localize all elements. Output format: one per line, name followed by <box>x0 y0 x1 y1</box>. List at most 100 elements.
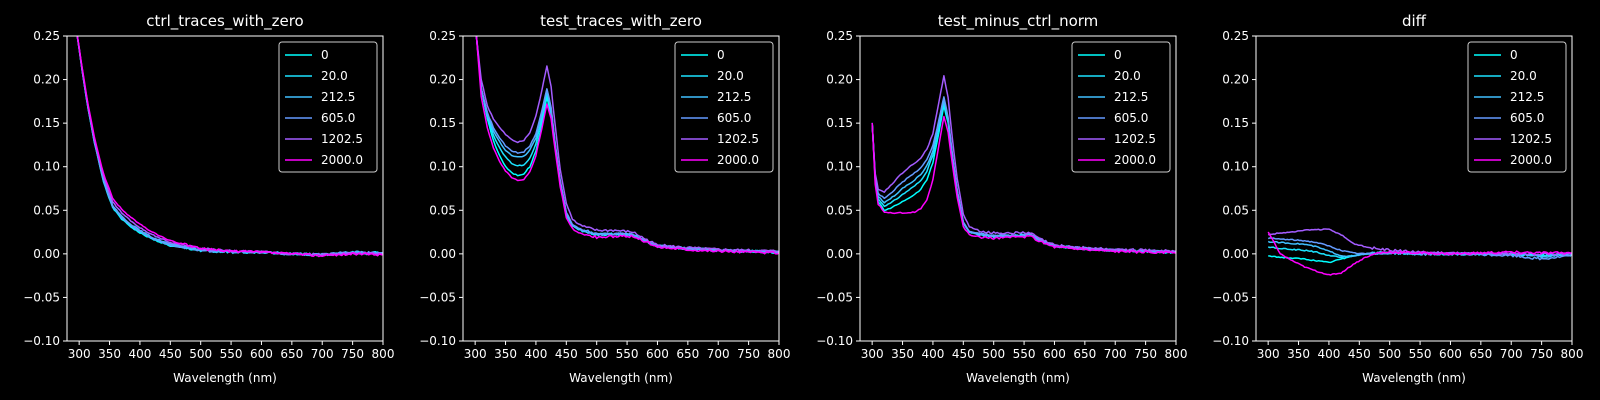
y-tick-label: −0.05 <box>419 290 456 304</box>
y-tick-label: 0.25 <box>429 29 456 43</box>
axes-frame <box>462 35 780 342</box>
x-tick-label: 700 <box>1104 347 1127 361</box>
x-tick-label: 750 <box>341 347 364 361</box>
x-tick-label: 300 <box>1257 347 1280 361</box>
series-line-605_0 <box>1267 237 1572 261</box>
x-tick-label: 600 <box>646 347 669 361</box>
x-tick-label: 750 <box>1134 347 1157 361</box>
x-tick-label: 700 <box>1500 347 1523 361</box>
series-group <box>1267 228 1572 276</box>
y-tick-label: 0.20 <box>33 73 60 87</box>
legend-label: 0 <box>717 48 725 62</box>
x-tick-label: 500 <box>585 347 608 361</box>
y-tick-label: −0.05 <box>816 290 853 304</box>
legend-label: 212.5 <box>321 90 355 104</box>
x-tick-label: 750 <box>1530 347 1553 361</box>
x-axis-label: Wavelength (nm) <box>173 371 277 385</box>
legend-label: 605.0 <box>321 111 355 125</box>
legend-label: 212.5 <box>717 90 751 104</box>
x-tick-label: 600 <box>1439 347 1462 361</box>
y-tick-label: −0.05 <box>1212 290 1249 304</box>
x-axis-label: Wavelength (nm) <box>1362 371 1466 385</box>
chart-title: test_minus_ctrl_norm <box>938 12 1099 31</box>
legend-label: 20.0 <box>321 69 348 83</box>
y-tick-label: 0.15 <box>33 116 60 130</box>
x-tick-label: 550 <box>1409 347 1432 361</box>
y-tick-label: 0.15 <box>826 116 853 130</box>
series-group <box>76 36 383 258</box>
y-tick-label: 0.25 <box>826 29 853 43</box>
y-tick-label: 0.20 <box>826 73 853 87</box>
x-tick-label: 650 <box>1469 347 1492 361</box>
legend-label: 20.0 <box>1510 69 1537 83</box>
x-tick-label: 400 <box>128 347 151 361</box>
x-tick-label: 800 <box>372 347 395 361</box>
y-tick-label: 0.25 <box>1222 29 1249 43</box>
legend-label: 1202.5 <box>321 132 363 146</box>
x-tick-label: 700 <box>311 347 334 361</box>
legend-label: 212.5 <box>1510 90 1544 104</box>
x-tick-label: 650 <box>1073 347 1096 361</box>
series-group <box>871 74 1176 255</box>
y-tick-label: 0.15 <box>1222 116 1249 130</box>
y-tick-label: 0.10 <box>429 160 456 174</box>
x-axis-label: Wavelength (nm) <box>966 371 1070 385</box>
y-tick-label: 0.05 <box>33 203 60 217</box>
chart-title: test_traces_with_zero <box>540 12 702 31</box>
series-line-2000_0 <box>475 36 779 255</box>
y-tick-label: 0.10 <box>33 160 60 174</box>
legend-label: 2000.0 <box>321 153 363 167</box>
chart-title: diff <box>1402 12 1427 30</box>
y-tick-label: 0.05 <box>826 203 853 217</box>
series-line-1202_5 <box>475 36 779 253</box>
legend-label: 212.5 <box>1114 90 1148 104</box>
chart-title: ctrl_traces_with_zero <box>146 12 303 31</box>
x-tick-label: 650 <box>280 347 303 361</box>
x-tick-label: 600 <box>1043 347 1066 361</box>
x-tick-label: 300 <box>68 347 91 361</box>
y-tick-label: 0.00 <box>826 247 853 261</box>
legend-label: 605.0 <box>717 111 751 125</box>
legend: 0 20.0 212.5 605.0 1202.5 2000.0 <box>278 41 378 173</box>
subplot-3: test_minus_ctrl_norm 300 350 400 450 500 550 60… <box>816 12 1187 385</box>
y-tick-label: −0.10 <box>23 334 60 348</box>
legend-label: 1202.5 <box>717 132 759 146</box>
x-tick-label: 550 <box>1013 347 1036 361</box>
series-line-2000_0 <box>871 115 1176 255</box>
x-tick-label: 300 <box>464 347 487 361</box>
y-tick-label: 0.00 <box>1222 247 1249 261</box>
legend: 0 20.0 212.5 605.0 1202.5 2000.0 <box>1467 41 1567 173</box>
subplot-2: test_traces_with_zero 300 350 400 450 500 550 6… <box>419 12 790 385</box>
x-tick-label: 800 <box>1165 347 1188 361</box>
axes-frame <box>1255 35 1573 342</box>
legend-label: 2000.0 <box>1114 153 1156 167</box>
legend-label: 2000.0 <box>1510 153 1552 167</box>
y-tick-label: 0.10 <box>1222 160 1249 174</box>
x-tick-label: 350 <box>891 347 914 361</box>
y-tick-label: 0.20 <box>429 73 456 87</box>
x-tick-label: 400 <box>921 347 944 361</box>
y-tick-label: 0.00 <box>33 247 60 261</box>
legend-label: 0 <box>1114 48 1122 62</box>
y-tick-label: −0.10 <box>1212 334 1249 348</box>
series-line-2000_0 <box>1267 231 1572 276</box>
x-tick-label: 350 <box>98 347 121 361</box>
legend: 0 20.0 212.5 605.0 1202.5 2000.0 <box>1071 41 1171 173</box>
x-tick-label: 750 <box>737 347 760 361</box>
axes-frame <box>859 35 1177 342</box>
legend-label: 0 <box>1510 48 1518 62</box>
x-axis-label: Wavelength (nm) <box>569 371 673 385</box>
legend-label: 605.0 <box>1114 111 1148 125</box>
x-tick-label: 500 <box>189 347 212 361</box>
axes-frame <box>66 35 384 342</box>
legend-label: 0 <box>321 48 329 62</box>
series-line-1202_5 <box>871 74 1176 253</box>
x-tick-label: 350 <box>1287 347 1310 361</box>
x-tick-label: 450 <box>952 347 975 361</box>
x-tick-label: 300 <box>861 347 884 361</box>
y-tick-label: −0.05 <box>23 290 60 304</box>
x-tick-label: 450 <box>1348 347 1371 361</box>
subplot-1: ctrl_traces_with_zero 300 350 400 450 500 550 6… <box>23 12 394 385</box>
y-tick-label: 0.15 <box>429 116 456 130</box>
